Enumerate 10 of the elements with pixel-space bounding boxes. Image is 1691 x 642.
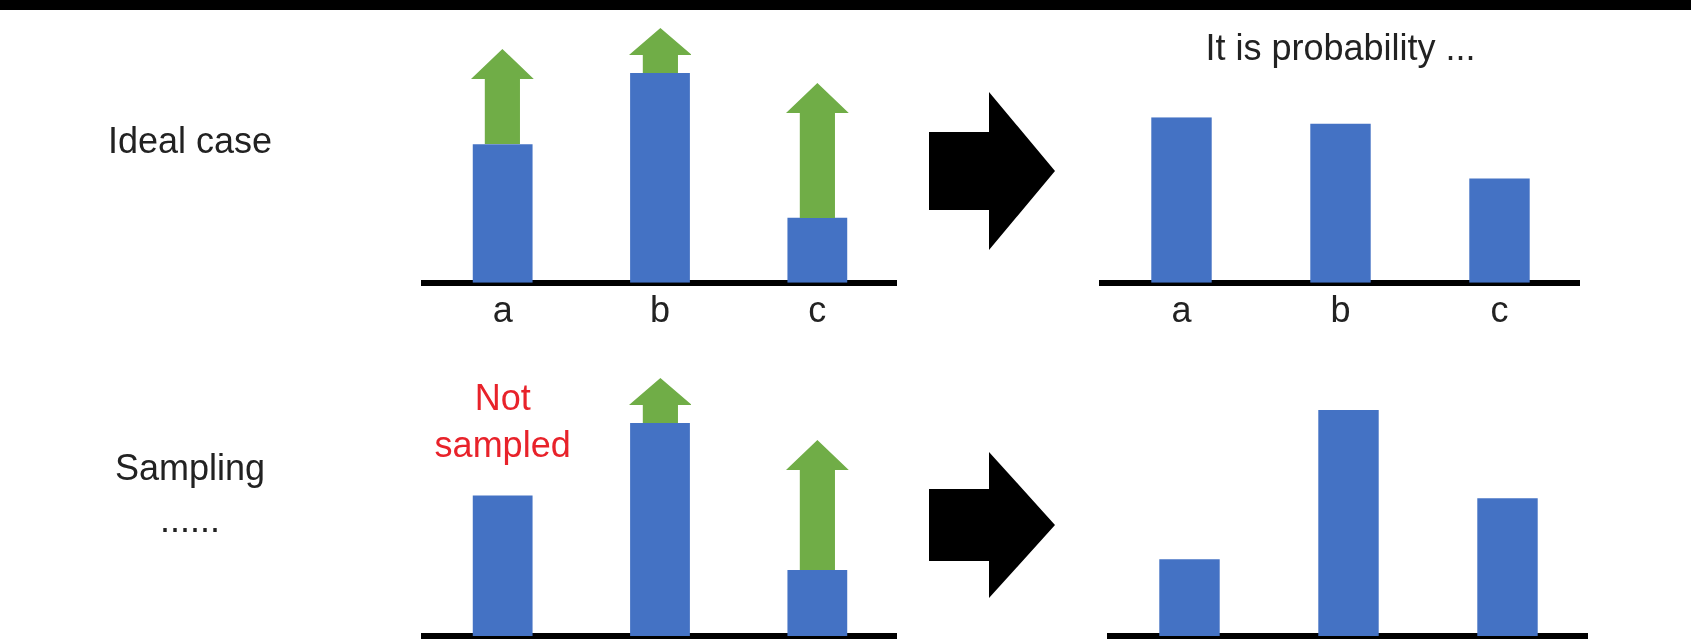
x-tick-label: b (1330, 289, 1351, 331)
y-axis-title: Sampling ...... (113, 446, 267, 543)
chart-title: It is probability ... (1205, 26, 1476, 68)
x-tick-label: c (1490, 289, 1509, 331)
annotation: Not sampled (433, 376, 572, 468)
x-tick-label: a (1171, 289, 1193, 331)
x-tick-label: c (808, 289, 827, 331)
x-tick-label: a (492, 289, 514, 331)
y-axis-title: Ideal case (106, 119, 274, 163)
x-tick-label: b (649, 289, 671, 331)
